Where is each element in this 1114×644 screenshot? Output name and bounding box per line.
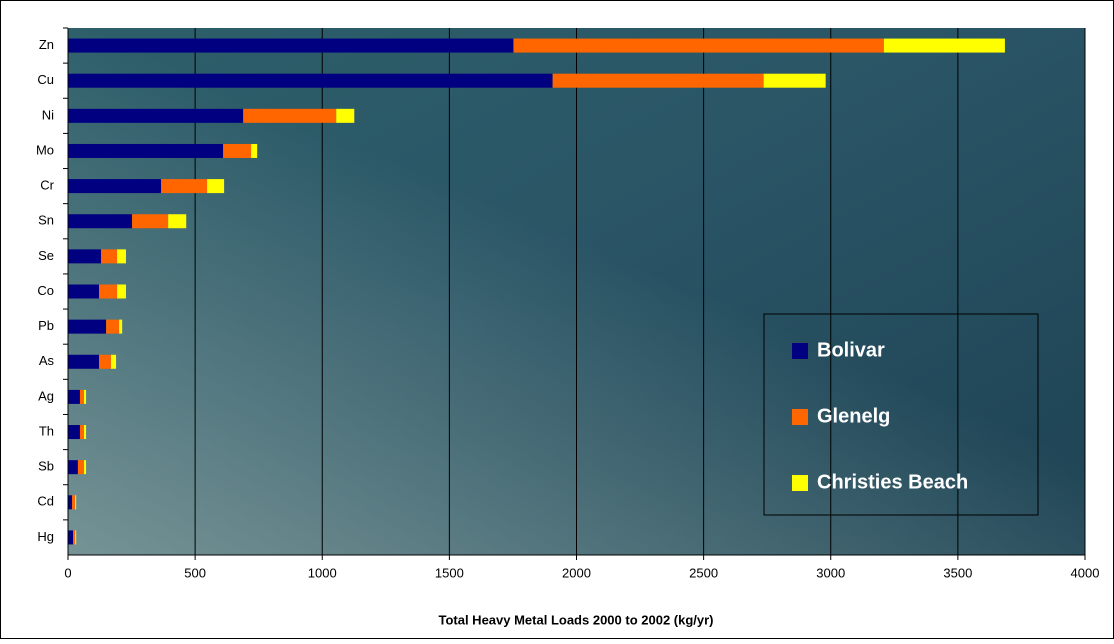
bar-segment [119, 320, 122, 334]
x-tick-label: 3000 [816, 565, 845, 580]
y-tick-label: Cr [40, 178, 54, 193]
bar-segment [68, 214, 132, 228]
legend-swatch [792, 409, 808, 425]
bar-segment [68, 495, 72, 509]
bar-segment [336, 109, 354, 123]
bar-segment [251, 144, 257, 158]
bar-segment [68, 320, 106, 334]
x-tick-label: 0 [64, 565, 71, 580]
y-tick-label: Sn [38, 213, 54, 228]
chart: Bolivar Glenelg Christies Beach Total Heav… [0, 0, 1114, 639]
bar-segment [111, 355, 116, 369]
y-tick-label: Ag [38, 388, 54, 403]
bar-segment [99, 355, 111, 369]
bar-segment [884, 39, 1005, 53]
bar-segment [78, 460, 84, 474]
bar-segment [72, 495, 75, 509]
legend-swatch [792, 475, 808, 491]
x-tick-label: 1000 [308, 565, 337, 580]
bar-segment [101, 249, 117, 263]
bar-segment [207, 179, 224, 193]
bar-segment [68, 109, 243, 123]
bar-segment [764, 74, 826, 88]
bar-segment [84, 390, 86, 404]
y-tick-label: Co [37, 283, 54, 298]
y-tick-label: Cu [37, 72, 54, 87]
bar-segment [161, 179, 207, 193]
y-tick-label: Zn [39, 37, 54, 52]
y-tick-label: Ni [42, 107, 54, 122]
bar-segment [243, 109, 336, 123]
y-tick-label: As [39, 353, 55, 368]
x-tick-label: 4000 [1071, 565, 1100, 580]
x-tick-label: 500 [184, 565, 206, 580]
x-tick-label: 3500 [943, 565, 972, 580]
bar-segment [68, 249, 101, 263]
bar-segment [68, 460, 78, 474]
bar-segment [106, 320, 119, 334]
bar-segment [68, 425, 80, 439]
legend-label: Christies Beach [817, 471, 968, 493]
bar-segment [84, 460, 86, 474]
bar-segment [553, 74, 764, 88]
y-tick-label: Cd [37, 494, 54, 509]
bar-segment [84, 425, 86, 439]
y-tick-label: Se [38, 248, 54, 263]
bar-segment [68, 355, 99, 369]
bar-segment [68, 530, 73, 544]
x-tick-label: 2500 [689, 565, 718, 580]
y-tick-label: Sb [38, 459, 54, 474]
bar-segment [73, 530, 75, 544]
y-tick-label: Hg [37, 529, 54, 544]
y-tick-label: Pb [38, 318, 54, 333]
x-tick-label: 1500 [435, 565, 464, 580]
bar-segment [80, 390, 84, 404]
bar-segment [68, 179, 161, 193]
bar-segment [223, 144, 251, 158]
bar-segment [168, 214, 186, 228]
bar-segment [68, 285, 99, 299]
y-tick-label: Mo [36, 142, 54, 157]
bar-segment [68, 74, 553, 88]
x-axis-title: Total Heavy Metal Loads 2000 to 2002 (kg… [438, 612, 713, 627]
bar-segment [99, 285, 117, 299]
bar-segment [117, 249, 126, 263]
bar-segment [513, 39, 883, 53]
bar-segment [68, 39, 513, 53]
x-tick-label: 2000 [562, 565, 591, 580]
y-tick-label: Th [39, 423, 54, 438]
legend-label: Glenelg [817, 405, 890, 427]
bar-segment [68, 144, 223, 158]
bar-segment [68, 390, 80, 404]
legend-label: Bolivar [817, 339, 885, 361]
legend-swatch [792, 343, 808, 359]
bar-segment [75, 495, 76, 509]
bar-segment [75, 530, 76, 544]
bar-segment [80, 425, 84, 439]
bar-segment [132, 214, 168, 228]
bar-segment [117, 285, 126, 299]
